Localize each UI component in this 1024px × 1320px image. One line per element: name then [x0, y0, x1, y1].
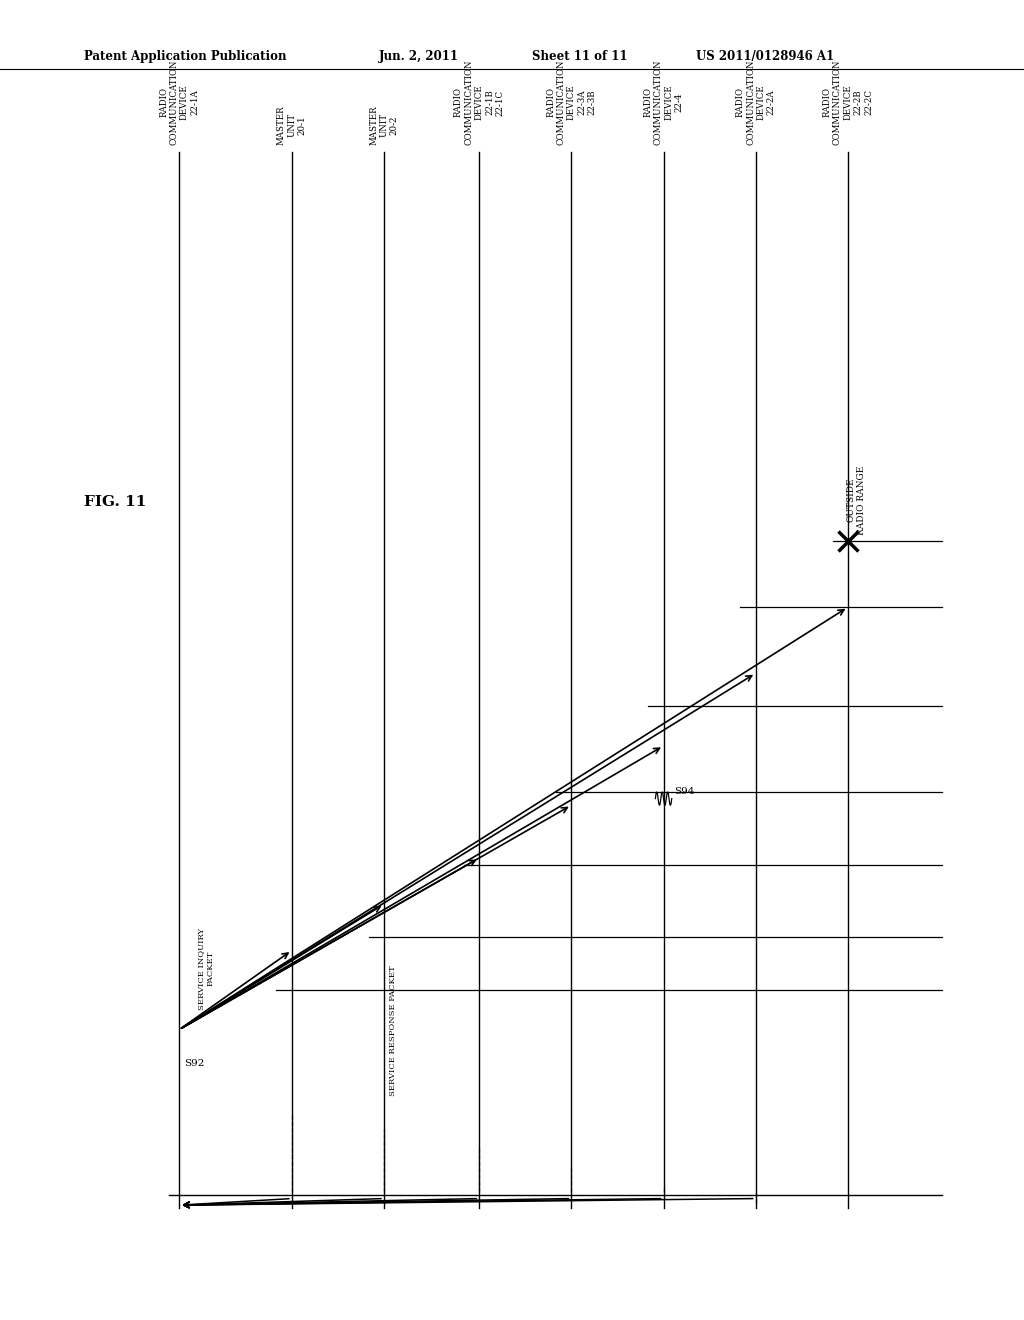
Text: S94: S94	[674, 788, 694, 796]
Text: SERVICE INQUIRY
PACKET: SERVICE INQUIRY PACKET	[198, 928, 215, 1010]
Text: OUTSIDE
RADIO RANGE: OUTSIDE RADIO RANGE	[847, 465, 865, 535]
Text: MASTER
UNIT
20-2: MASTER UNIT 20-2	[369, 106, 399, 145]
Text: RADIO
COMMUNICATION
DEVICE
22-1A: RADIO COMMUNICATION DEVICE 22-1A	[159, 59, 200, 145]
Text: Patent Application Publication: Patent Application Publication	[84, 50, 287, 63]
Text: RADIO
COMMUNICATION
DEVICE
22-3A
22-3B: RADIO COMMUNICATION DEVICE 22-3A 22-3B	[546, 59, 597, 145]
Text: RADIO
COMMUNICATION
DEVICE
22-2A: RADIO COMMUNICATION DEVICE 22-2A	[735, 59, 776, 145]
Text: Sheet 11 of 11: Sheet 11 of 11	[532, 50, 628, 63]
Text: US 2011/0128946 A1: US 2011/0128946 A1	[696, 50, 835, 63]
Text: MASTER
UNIT
20-1: MASTER UNIT 20-1	[276, 106, 307, 145]
Text: RADIO
COMMUNICATION
DEVICE
22-1B
22-1C: RADIO COMMUNICATION DEVICE 22-1B 22-1C	[454, 59, 505, 145]
Text: SERVICE RESPONSE PACKET: SERVICE RESPONSE PACKET	[389, 965, 397, 1096]
Text: RADIO
COMMUNICATION
DEVICE
22-2B
22-2C: RADIO COMMUNICATION DEVICE 22-2B 22-2C	[822, 59, 873, 145]
Text: S92: S92	[184, 1059, 205, 1068]
Text: FIG. 11: FIG. 11	[84, 495, 146, 508]
Text: Jun. 2, 2011: Jun. 2, 2011	[379, 50, 459, 63]
Text: RADIO
COMMUNICATION
DEVICE
22-4: RADIO COMMUNICATION DEVICE 22-4	[643, 59, 684, 145]
